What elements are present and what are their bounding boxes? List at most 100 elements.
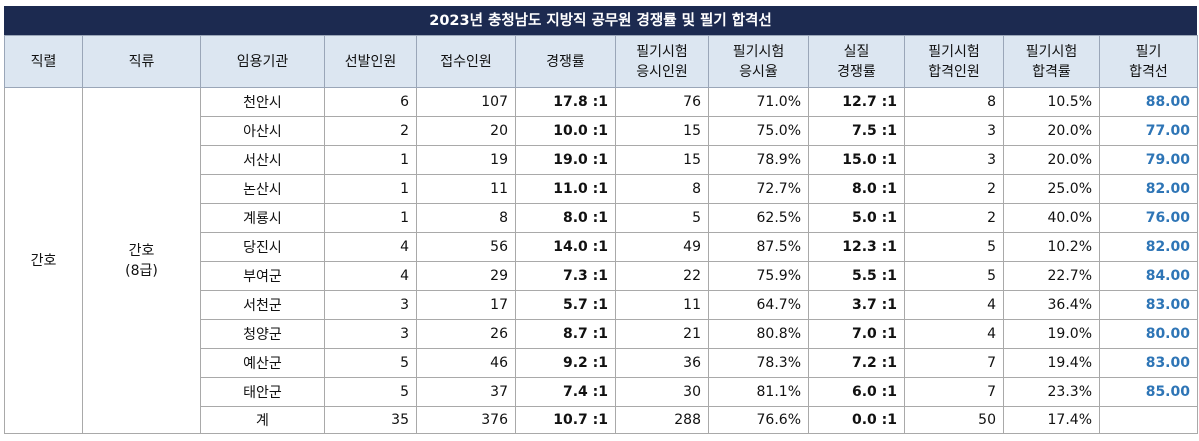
cell-total-ratio: 10.7 :1: [515, 406, 616, 434]
cell-total-passed: 50: [904, 406, 1004, 434]
header-jikryeol: 직렬: [4, 35, 83, 88]
cell-real-ratio: 15.0 :1: [808, 145, 905, 175]
cell-cutoff: 79.00: [1099, 145, 1198, 175]
cell-cutoff: 82.00: [1099, 232, 1198, 262]
cell-applied: 20: [416, 116, 516, 146]
cell-takers: 49: [615, 232, 709, 262]
cell-takers: 15: [615, 145, 709, 175]
cell-applied: 56: [416, 232, 516, 262]
header-exam-rate: 필기시험 응시율: [708, 35, 809, 88]
cell-select: 5: [324, 377, 417, 407]
cell-passed: 3: [904, 145, 1004, 175]
header-agency: 임용기관: [200, 35, 325, 88]
cell-real-ratio: 12.3 :1: [808, 232, 905, 262]
cell-passed: 7: [904, 348, 1004, 378]
cell-applied: 17: [416, 290, 516, 320]
cell-real-ratio: 5.5 :1: [808, 261, 905, 291]
table-row: 부여군 4 29 7.3 :1 22 75.9% 5.5 :1 5 22.7% …: [5, 261, 1198, 291]
table-row: 당진시 4 56 14.0 :1 49 87.5% 12.3 :1 5 10.2…: [5, 232, 1198, 262]
cell-ratio: 7.4 :1: [515, 377, 616, 407]
cell-agency: 천안시: [200, 87, 325, 117]
cell-take-rate: 75.9%: [708, 261, 809, 291]
competition-rate-sheet: 2023년 충청남도 지방직 공무원 경쟁률 및 필기 합격선 직렬 직류 임용…: [4, 6, 1198, 434]
cell-cutoff: 82.00: [1099, 174, 1198, 204]
cell-ratio: 8.7 :1: [515, 319, 616, 349]
table-row: 아산시 2 20 10.0 :1 15 75.0% 7.5 :1 3 20.0%…: [5, 116, 1198, 146]
header-cutoff-line1: 필기: [1135, 43, 1162, 60]
cell-agency: 계룡시: [200, 203, 325, 233]
cell-real-ratio: 12.7 :1: [808, 87, 905, 117]
cell-pass-rate: 40.0%: [1003, 203, 1100, 233]
table-title: 2023년 충청남도 지방직 공무원 경쟁률 및 필기 합격선: [4, 6, 1197, 35]
cell-passed: 3: [904, 116, 1004, 146]
cell-cutoff: 77.00: [1099, 116, 1198, 146]
cell-takers: 11: [615, 290, 709, 320]
cell-select: 6: [324, 87, 417, 117]
header-passed-line1: 필기시험: [928, 43, 980, 60]
header-real-ratio-line1: 실질: [843, 43, 870, 60]
header-pass-rate-line1: 필기시험: [1025, 43, 1078, 60]
cell-passed: 8: [904, 87, 1004, 117]
cell-pass-rate: 10.2%: [1003, 232, 1100, 262]
cell-agency: 아산시: [200, 116, 325, 146]
header-passed-line2: 합격인원: [928, 63, 980, 80]
cell-pass-rate: 10.5%: [1003, 87, 1100, 117]
total-row: 계 35 376 10.7 :1 288 76.6% 0.0 :1 50 17.…: [5, 406, 1198, 434]
header-exam-rate-line1: 필기시험: [732, 43, 785, 60]
cell-real-ratio: 8.0 :1: [808, 174, 905, 204]
cell-applied: 26: [416, 319, 516, 349]
cell-take-rate: 75.0%: [708, 116, 809, 146]
cell-select: 4: [324, 261, 417, 291]
cell-passed: 2: [904, 203, 1004, 233]
cell-real-ratio: 7.5 :1: [808, 116, 905, 146]
cell-take-rate: 87.5%: [708, 232, 809, 262]
cell-real-ratio: 5.0 :1: [808, 203, 905, 233]
header-real-ratio-line2: 경쟁률: [837, 63, 876, 80]
cell-total-select: 35: [324, 406, 417, 434]
cell-passed: 4: [904, 290, 1004, 320]
cell-take-rate: 78.9%: [708, 145, 809, 175]
cell-pass-rate: 36.4%: [1003, 290, 1100, 320]
cell-applied: 46: [416, 348, 516, 378]
cell-cutoff: 80.00: [1099, 319, 1198, 349]
cell-agency: 당진시: [200, 232, 325, 262]
cell-total-real-ratio: 0.0 :1: [808, 406, 905, 434]
cell-select: 3: [324, 319, 417, 349]
cell-select: 3: [324, 290, 417, 320]
cell-agency: 예산군: [200, 348, 325, 378]
cell-real-ratio: 7.0 :1: [808, 319, 905, 349]
cell-cutoff: 83.00: [1099, 290, 1198, 320]
cell-pass-rate: 20.0%: [1003, 145, 1100, 175]
competition-table: 직렬 직류 임용기관 선발인원 접수인원 경쟁률 필기시험 응시인원 필기시험 응시…: [4, 35, 1198, 434]
cell-select: 1: [324, 174, 417, 204]
cell-agency: 논산시: [200, 174, 325, 204]
cell-takers: 22: [615, 261, 709, 291]
cell-pass-rate: 22.7%: [1003, 261, 1100, 291]
table-row: 태안군 5 37 7.4 :1 30 81.1% 6.0 :1 7 23.3% …: [5, 377, 1198, 407]
cell-pass-rate: 19.4%: [1003, 348, 1100, 378]
cell-real-ratio: 7.2 :1: [808, 348, 905, 378]
cell-cutoff: 76.00: [1099, 203, 1198, 233]
header-ratio: 경쟁률: [515, 35, 616, 88]
cell-cutoff: 85.00: [1099, 377, 1198, 407]
cell-passed: 2: [904, 174, 1004, 204]
cell-take-rate: 78.3%: [708, 348, 809, 378]
cell-take-rate: 71.0%: [708, 87, 809, 117]
cell-cutoff: 84.00: [1099, 261, 1198, 291]
cell-ratio: 19.0 :1: [515, 145, 616, 175]
table-row: 서산시 1 19 19.0 :1 15 78.9% 15.0 :1 3 20.0…: [5, 145, 1198, 175]
cell-total-applied: 376: [416, 406, 516, 434]
cell-ratio: 9.2 :1: [515, 348, 616, 378]
table-row: 간호 간호 (8급) 천안시 6 107 17.8 :1 76 71.0% 12.…: [4, 87, 1198, 434]
cell-ratio: 5.7 :1: [515, 290, 616, 320]
cell-passed: 5: [904, 261, 1004, 291]
cell-take-rate: 64.7%: [708, 290, 809, 320]
cell-select: 1: [324, 203, 417, 233]
cell-agency: 부여군: [200, 261, 325, 291]
cell-takers: 76: [615, 87, 709, 117]
header-select: 선발인원: [324, 35, 417, 88]
cell-select: 4: [324, 232, 417, 262]
cell-cutoff: 83.00: [1099, 348, 1198, 378]
cell-agency: 서산시: [200, 145, 325, 175]
